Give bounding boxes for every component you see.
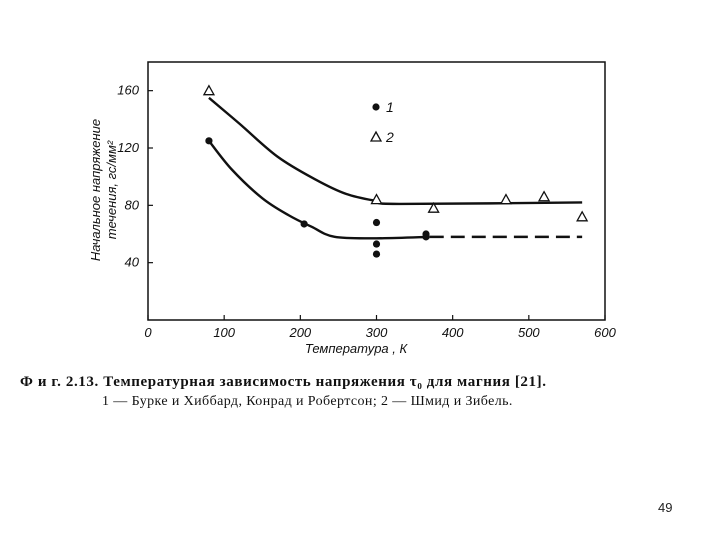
legend-marker-2 [369,130,383,142]
series-2-point [537,190,551,202]
series-2-point [499,193,513,205]
data-points [202,84,589,258]
x-tick-label: 600 [594,325,616,340]
series-1-point [205,137,213,145]
plot-frame [147,61,606,321]
y-axis-label-line2: течения, гс/мм² [104,140,119,239]
y-tick-label: 120 [117,140,139,155]
series-1-point [300,220,308,228]
x-axis-label: Температура , К [305,341,409,356]
legend-marker-1 [372,103,380,111]
page-number: 49 [658,500,673,515]
y-axis-label-line1: Начальное напряжение [88,119,103,261]
x-tick-label: 200 [288,325,311,340]
x-tick-label: 500 [518,325,540,340]
y-tick-label: 80 [125,197,140,212]
caption-line2: 1 — Бурке и Хиббард, Конрад и Робертсон;… [102,394,513,409]
curves [207,96,583,240]
legend-label-1: 1 [386,99,394,115]
y-tick-label: 40 [125,255,140,270]
legend-label-2: 2 [385,129,394,145]
x-tick-label: 400 [442,325,464,340]
x-tick-label: 100 [213,325,235,340]
series-2-point [576,210,589,222]
chart: Начальное напряжение течения, гс/мм² Тем… [88,61,617,356]
x-tick-label: 300 [366,325,388,340]
series-1-point [372,240,381,248]
series-1-point [372,218,381,227]
series-1-curve [207,140,430,240]
series-1-point [372,250,381,258]
legend: 12 [369,99,394,145]
series-2-point [427,201,440,213]
caption-line1: Ф и г. 2.13. Температурная зависимость н… [20,374,547,390]
axis-ticks: 0 100 200 300 400 500 600 40 80 120 160 [117,83,616,340]
series-2-point [370,193,383,205]
series-2-curve [208,96,583,206]
x-tick-label: 0 [144,325,152,340]
series-1-point [422,233,430,241]
y-axis-label: Начальное напряжение течения, гс/мм² [88,119,119,261]
series-2-point [202,84,216,96]
figure-caption: Ф и г. 2.13. Температурная зависимость н… [20,372,700,412]
y-tick-label: 160 [117,83,139,98]
